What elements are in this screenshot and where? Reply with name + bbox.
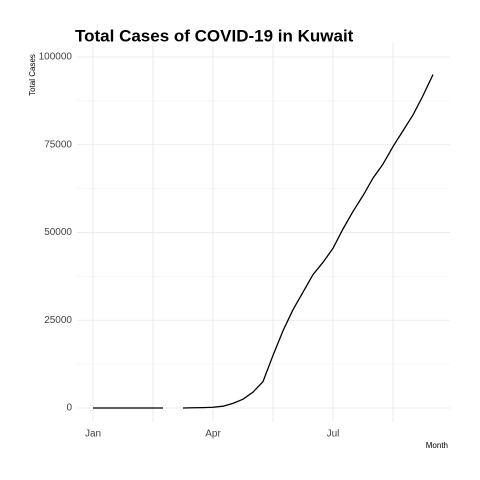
line: [93, 74, 434, 409]
y-axis-label: Total Cases: [28, 54, 37, 96]
y-tick-label: 25000: [44, 315, 72, 326]
y-tick-label: 75000: [44, 139, 72, 150]
x-tick-label: Apr: [205, 429, 221, 440]
y-tick-label: 0: [66, 403, 72, 414]
x-axis-label: Month: [426, 441, 448, 450]
chart-title: Total Cases of COVID-19 in Kuwait: [75, 26, 354, 45]
x-tick-label: Jan: [85, 429, 101, 440]
x-tick-label: Jul: [327, 429, 340, 440]
y-tick-label: 50000: [44, 227, 72, 238]
y-tick-label: 100000: [39, 52, 73, 63]
